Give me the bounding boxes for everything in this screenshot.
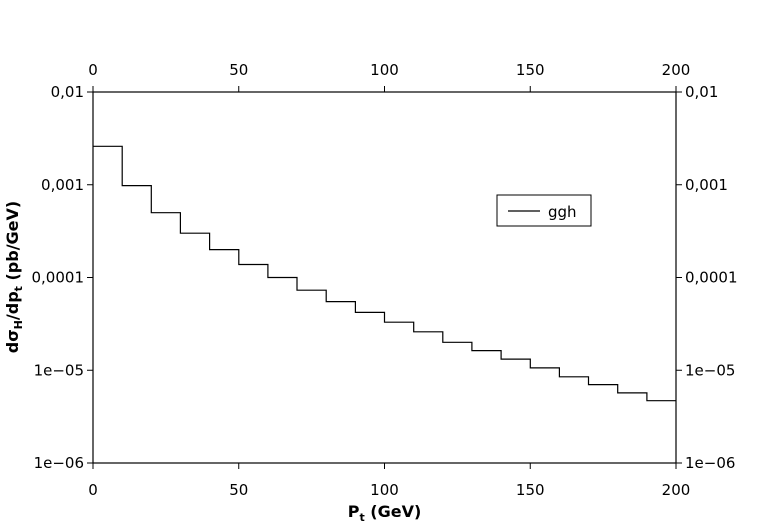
x-tick-label-top: 0 [88, 61, 98, 79]
y-tick-label-right: 1e−06 [685, 454, 735, 472]
plot-frame [92, 91, 677, 464]
x-tick-label-top: 100 [370, 61, 399, 79]
x-tick-label-top: 150 [516, 61, 545, 79]
y-tick-label-left: 1e−05 [34, 361, 84, 379]
y-tick-label-right: 0,0001 [685, 269, 738, 287]
legend-label-ggh: ggh [548, 203, 577, 221]
x-tick-label-bottom: 150 [516, 481, 545, 499]
x-tick-label-top: 200 [662, 61, 691, 79]
y-tick-label-left: 1e−06 [34, 454, 84, 472]
y-tick-label-right: 0,01 [685, 83, 718, 101]
axis-tick-labels: 0 0 50 50 100 100 150 150 200 200 1e−06 1e−06 1e−05 1… [32, 61, 738, 499]
y-tick-label-left: 0,001 [41, 176, 84, 194]
y-axis-title: dσH/dpt (pb/GeV) [3, 201, 25, 353]
x-tick-label-bottom: 100 [370, 481, 399, 499]
series-ggh-line [93, 145, 676, 402]
y-tick-label-right: 1e−05 [685, 361, 735, 379]
y-tick-label-left: 0,0001 [32, 269, 85, 287]
x-tick-label-bottom: 200 [662, 481, 691, 499]
y-tick-label-right: 0,001 [685, 176, 728, 194]
x-tick-label-top: 50 [229, 61, 248, 79]
x-tick-label-bottom: 0 [88, 481, 98, 499]
y-tick-label-left: 0,01 [51, 83, 84, 101]
axis-ticks [87, 86, 682, 469]
legend: ggh [496, 194, 592, 227]
x-tick-label-bottom: 50 [229, 481, 248, 499]
x-axis-title: Pt (GeV) [348, 502, 422, 521]
